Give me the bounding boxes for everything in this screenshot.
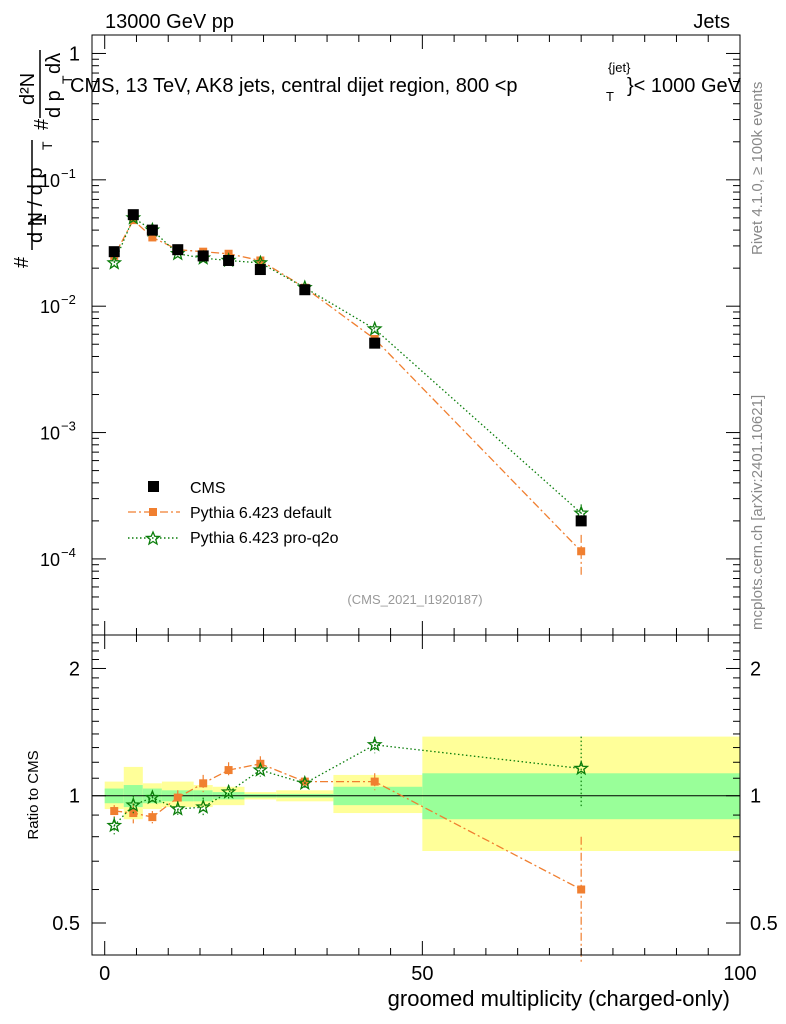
- ratio-y-tick-label-right: 1: [750, 786, 761, 808]
- main-cms-point: [127, 209, 139, 221]
- ratio-default-point: [577, 885, 586, 894]
- x-tick-label: 0: [99, 963, 110, 985]
- y-title-dpt: d p: [43, 90, 65, 118]
- main-cms-point: [223, 254, 235, 266]
- ratio-default-point: [300, 777, 309, 786]
- main-default-point: [577, 547, 586, 556]
- main-cms-point: [299, 284, 311, 296]
- main-y-tick-label: 10: [40, 424, 60, 444]
- rivet-label: Rivet 4.1.0, ≥ 100k events: [749, 82, 766, 255]
- analysis-watermark: (CMS_2021_I1920187): [347, 592, 482, 607]
- y-title-den-sub: T: [39, 141, 55, 150]
- main-cms-point: [575, 515, 587, 527]
- x-tick-label: 100: [723, 963, 756, 985]
- plot-title: CMS, 13 TeV, AK8 jets, central dijet reg…: [70, 60, 742, 104]
- x-tick-label: 50: [411, 963, 433, 985]
- plot-title-sub: T: [606, 89, 614, 104]
- main-y-tick-label: 10: [40, 297, 60, 317]
- ratio-default-point: [370, 777, 379, 786]
- energy-label: 13000 GeV pp: [105, 11, 234, 33]
- ratio-proq2o-point: [296, 774, 313, 791]
- ratio-y-tick-label-left: 2: [69, 658, 80, 680]
- y-axis-main-title: 1 # d N / d p T # d²N d p T dλ: [11, 50, 75, 268]
- main-cms-point: [254, 264, 266, 276]
- ratio-default-point: [199, 779, 208, 788]
- ratio-proq2o-point: [195, 798, 212, 814]
- main-y-tick-exponent: −4: [61, 545, 76, 560]
- main-default-line: [113, 219, 582, 552]
- legend-label-proq2o: Pythia 6.423 pro-q2o: [190, 530, 339, 547]
- ratio-proq2o-line: [113, 744, 582, 827]
- ratio-default-point: [224, 766, 233, 775]
- ratio-proq2o-point: [169, 800, 186, 816]
- ratio-default-point: [173, 793, 182, 802]
- y-title-denominator: d N / d p: [25, 167, 47, 243]
- plot-title-end: }< 1000 GeV: [627, 75, 742, 97]
- ratio-y-tick-label-right: 0.5: [750, 913, 778, 935]
- main-y-tick-exponent: −1: [61, 166, 76, 181]
- ratio-proq2o-point: [573, 760, 590, 776]
- main-cms-point: [108, 246, 120, 258]
- ratio-proq2o-point: [220, 783, 237, 799]
- ratio-panel: [91, 634, 741, 964]
- ratio-y-tick-label-left: 1: [69, 786, 80, 808]
- plot-title-main: CMS, 13 TeV, AK8 jets, central dijet reg…: [70, 75, 518, 97]
- legend-marker-default: [149, 508, 157, 516]
- category-label: Jets: [693, 11, 730, 33]
- main-y-tick-exponent: −3: [61, 419, 76, 434]
- y-title-hash1: #: [11, 256, 33, 268]
- ratio-frame: [91, 634, 741, 956]
- ratio-proq2o-point: [252, 761, 269, 777]
- main-proq2o-point: [366, 320, 383, 336]
- mcplots-label: mcplots.cern.ch [arXiv:2401.10621]: [749, 395, 766, 630]
- ratio-proq2o-point: [366, 736, 383, 752]
- main-y-tick-label: 1: [69, 43, 80, 65]
- legend-marker-proq2o: [144, 530, 162, 546]
- ratio-band-inner: [422, 773, 740, 820]
- ratio-proq2o-point: [106, 817, 123, 833]
- main-y-tick-label: 10: [40, 550, 60, 570]
- ratio-y-tick-label-left: 0.5: [52, 913, 80, 935]
- main-panel: (CMS_2021_I1920187): [91, 34, 741, 636]
- ratio-proq2o-point: [144, 789, 161, 805]
- main-y-tick-label: 10: [40, 171, 60, 191]
- plot-title-sup: {jet}: [608, 60, 631, 75]
- ratio-proq2o-point: [125, 796, 142, 812]
- main-default-point: [148, 233, 157, 242]
- main-y-tick-exponent: −2: [61, 292, 76, 307]
- main-cms-point: [369, 337, 381, 349]
- main-proq2o-line: [113, 216, 582, 514]
- ratio-default-line: [114, 763, 582, 891]
- ratio-y-tick-label-right: 2: [750, 658, 761, 680]
- main-plot-area: [106, 209, 590, 575]
- y-title-dpt-sub: T: [59, 75, 75, 84]
- ratio-y-title: Ratio to CMS: [25, 750, 42, 839]
- main-cms-point: [197, 250, 209, 262]
- legend-marker-cms: [148, 481, 159, 492]
- ratio-plot-area: [92, 736, 740, 964]
- legend-label-default: Pythia 6.423 default: [190, 505, 332, 522]
- ratio-default-point: [110, 807, 119, 816]
- main-cms-point: [172, 244, 184, 256]
- y-title-dlambda: dλ: [43, 53, 65, 74]
- main-proq2o-point: [106, 254, 123, 270]
- legend-label-cms: CMS: [190, 480, 226, 497]
- y-title-hash2: #: [31, 118, 53, 130]
- ratio-default-point: [148, 813, 157, 822]
- x-axis-title: groomed multiplicity (charged-only): [388, 986, 730, 1011]
- legend: CMS Pythia 6.423 default Pythia 6.423 pr…: [128, 480, 339, 547]
- main-cms-point: [146, 224, 158, 236]
- y-title-d2n: d²N: [17, 73, 39, 105]
